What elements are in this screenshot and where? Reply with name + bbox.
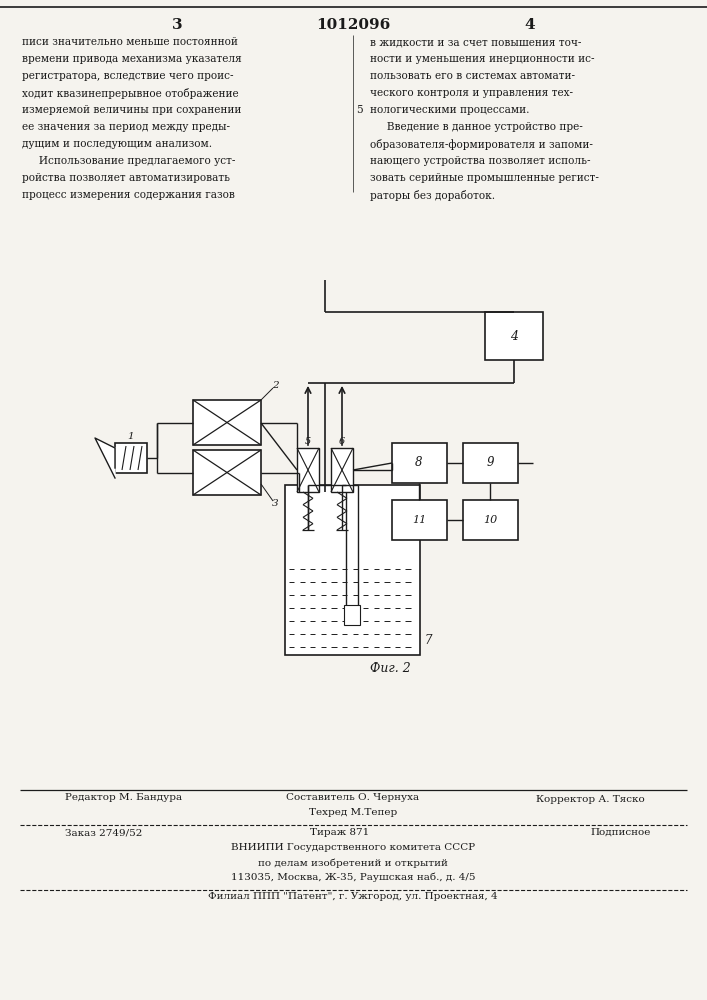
Text: Заказ 2749/52: Заказ 2749/52 xyxy=(65,828,142,837)
Text: ческого контроля и управления тех-: ческого контроля и управления тех- xyxy=(370,88,573,98)
Text: измеряемой величины при сохранении: измеряемой величины при сохранении xyxy=(22,105,241,115)
Text: Составитель О. Чернуха: Составитель О. Чернуха xyxy=(286,793,419,802)
Text: зовать серийные промышленные регист-: зовать серийные промышленные регист- xyxy=(370,173,599,183)
Bar xyxy=(193,400,261,445)
Text: ройства позволяет автоматизировать: ройства позволяет автоматизировать xyxy=(22,173,230,183)
Text: регистратора, вследствие чего проис-: регистратора, вследствие чего проис- xyxy=(22,71,233,81)
Text: 3: 3 xyxy=(271,498,279,508)
Polygon shape xyxy=(95,438,115,478)
Text: Подписное: Подписное xyxy=(590,828,650,837)
Text: Редактор М. Бандура: Редактор М. Бандура xyxy=(65,793,182,802)
Text: 1012096: 1012096 xyxy=(316,18,390,32)
Text: 113035, Москва, Ж-35, Раушская наб., д. 4/5: 113035, Москва, Ж-35, Раушская наб., д. … xyxy=(230,873,475,882)
Bar xyxy=(344,605,360,625)
Text: Филиал ППП "Патент", г. Ужгород, ул. Проектная, 4: Филиал ППП "Патент", г. Ужгород, ул. Про… xyxy=(208,892,498,901)
Bar xyxy=(463,500,518,540)
Text: Использование предлагаемого уст-: Использование предлагаемого уст- xyxy=(22,156,235,166)
Text: раторы без доработок.: раторы без доработок. xyxy=(370,190,495,201)
Text: 1: 1 xyxy=(128,432,134,441)
Bar xyxy=(193,450,261,495)
Text: 8: 8 xyxy=(415,456,423,470)
Text: 7: 7 xyxy=(425,634,433,647)
Text: Фиг. 2: Фиг. 2 xyxy=(370,662,411,675)
Text: нающего устройства позволяет исполь-: нающего устройства позволяет исполь- xyxy=(370,156,590,166)
Text: дущим и последующим анализом.: дущим и последующим анализом. xyxy=(22,139,212,149)
Text: ности и уменьшения инерционности ис-: ности и уменьшения инерционности ис- xyxy=(370,54,595,64)
Text: 4: 4 xyxy=(510,330,518,342)
Bar xyxy=(115,443,147,473)
Text: 2: 2 xyxy=(271,381,279,390)
Text: образователя-формирователя и запоми-: образователя-формирователя и запоми- xyxy=(370,139,593,150)
Bar xyxy=(463,443,518,483)
Text: Тираж 871: Тираж 871 xyxy=(310,828,369,837)
Text: 5: 5 xyxy=(305,437,311,446)
Text: нологическими процессами.: нологическими процессами. xyxy=(370,105,530,115)
Text: 10: 10 xyxy=(483,515,497,525)
Text: ее значения за период между преды-: ее значения за период между преды- xyxy=(22,122,230,132)
Text: по делам изобретений и открытий: по делам изобретений и открытий xyxy=(258,858,448,867)
Text: 5: 5 xyxy=(356,105,363,115)
Bar xyxy=(392,443,447,483)
Bar xyxy=(285,485,420,655)
Text: писи значительно меньше постоянной: писи значительно меньше постоянной xyxy=(22,37,238,47)
Text: 3: 3 xyxy=(172,18,182,32)
Bar xyxy=(297,448,319,492)
Text: ходит квазинепрерывное отображение: ходит квазинепрерывное отображение xyxy=(22,88,239,99)
Text: Введение в данное устройство пре-: Введение в данное устройство пре- xyxy=(370,122,583,132)
Text: процесс измерения содержания газов: процесс измерения содержания газов xyxy=(22,190,235,200)
Text: пользовать его в системах автомати-: пользовать его в системах автомати- xyxy=(370,71,575,81)
Text: 4: 4 xyxy=(525,18,535,32)
Text: 9: 9 xyxy=(486,456,493,470)
Bar xyxy=(331,448,353,492)
Text: 6: 6 xyxy=(339,437,345,446)
Bar xyxy=(392,500,447,540)
Text: 11: 11 xyxy=(412,515,426,525)
Bar xyxy=(485,312,543,360)
Text: Техред М.Тепер: Техред М.Тепер xyxy=(309,808,397,817)
Text: времени привода механизма указателя: времени привода механизма указателя xyxy=(22,54,242,64)
Text: ВНИИПИ Государственного комитета СССР: ВНИИПИ Государственного комитета СССР xyxy=(231,843,475,852)
Text: в жидкости и за счет повышения точ-: в жидкости и за счет повышения точ- xyxy=(370,37,581,47)
Text: Корректор А. Тяско: Корректор А. Тяско xyxy=(536,796,645,804)
